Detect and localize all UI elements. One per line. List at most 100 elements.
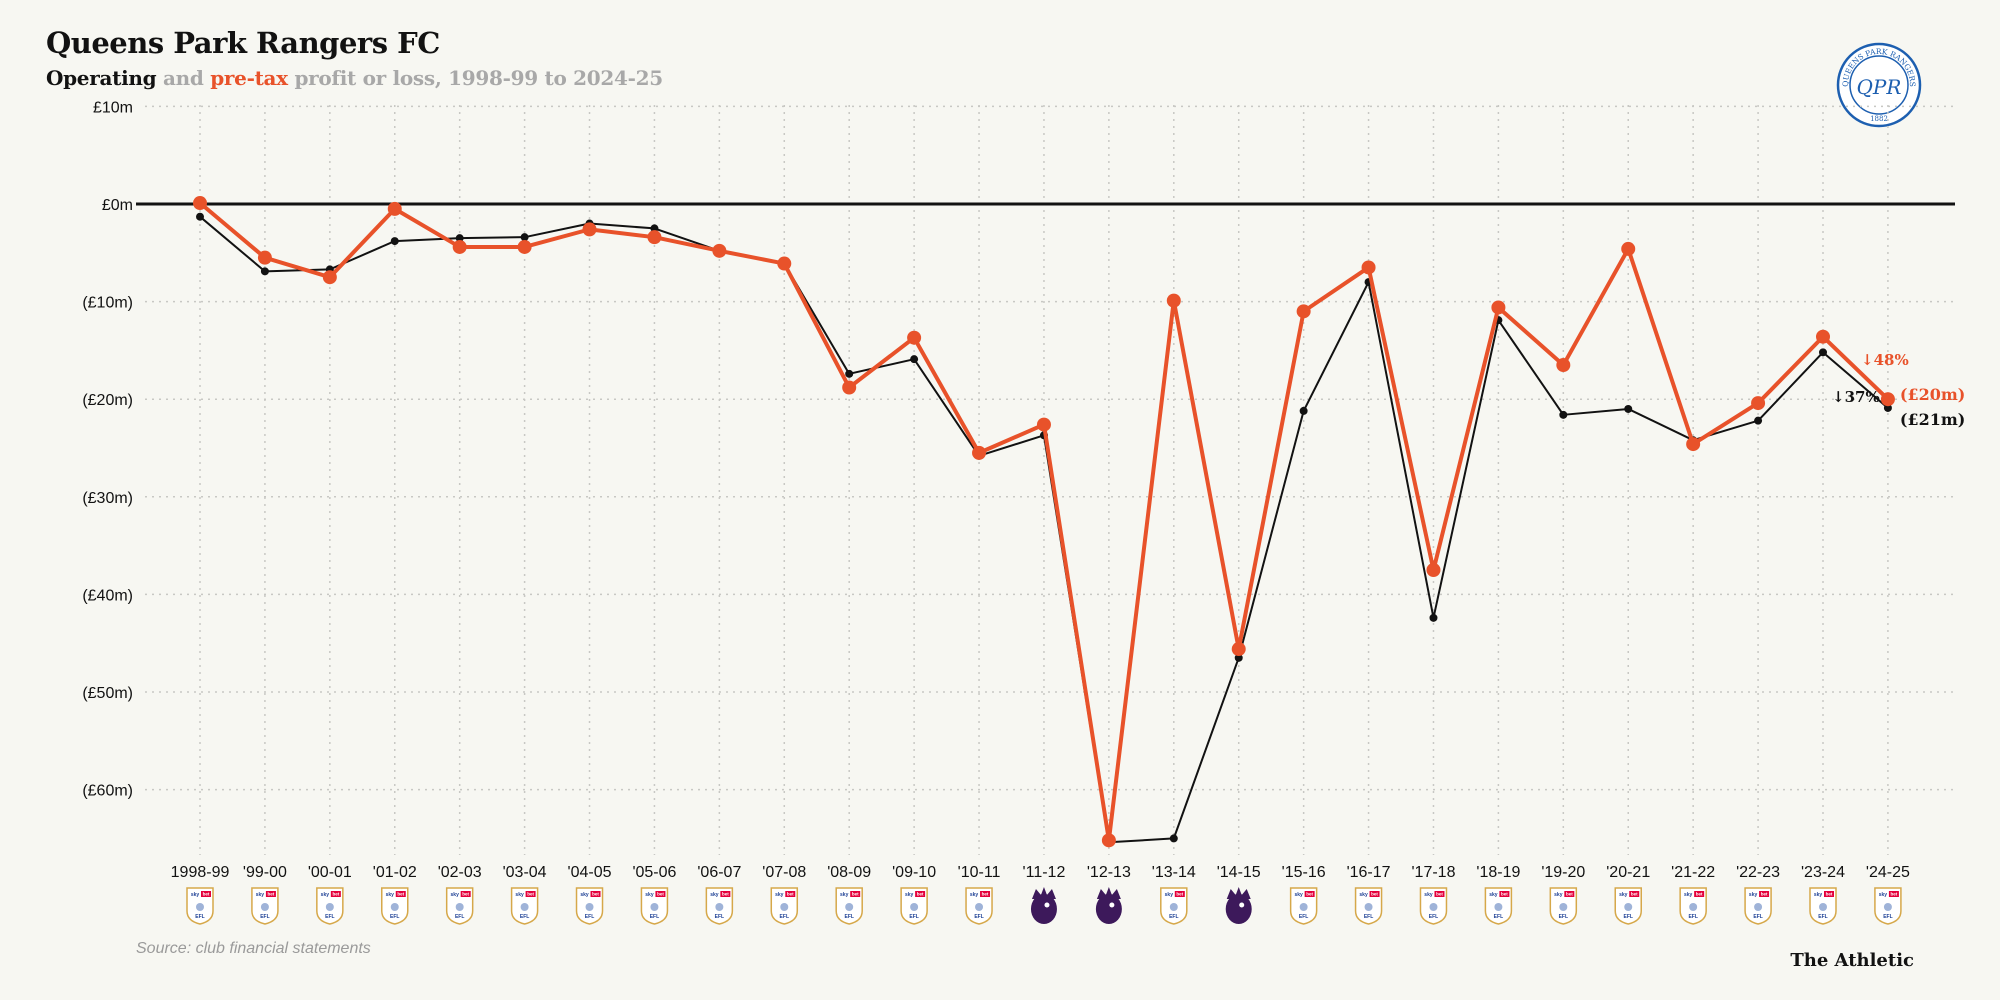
efl-text: EFL — [260, 914, 269, 920]
bet-text: bet — [852, 892, 859, 897]
sky-bet-red — [655, 891, 666, 897]
efl-text: EFL — [974, 914, 983, 920]
x-tick-label: '23-24 — [1801, 864, 1845, 881]
x-tick-label: '10-11 — [958, 864, 1001, 881]
x-tick-label: '13-14 — [1152, 864, 1196, 881]
x-tick-label: '11-12 — [1023, 864, 1066, 881]
x-tick-label: '01-02 — [373, 864, 417, 881]
pretax-point — [1556, 358, 1571, 373]
efl-championship-icon: sky bet EFL — [900, 887, 928, 925]
efl-championship-icon: sky bet EFL — [1614, 887, 1642, 925]
operating-point — [1234, 653, 1243, 662]
y-tick-label: £10m — [93, 99, 133, 116]
operating-point — [196, 212, 204, 221]
sky-bet-red — [1759, 891, 1770, 897]
efl-championship-icon: sky bet EFL — [1160, 887, 1188, 925]
efl-championship-icon: sky bet EFL — [575, 887, 604, 925]
efl-text: EFL — [780, 914, 789, 920]
pl-lion-head — [1225, 894, 1252, 924]
operating-point — [1559, 410, 1568, 419]
pretax-point — [1036, 417, 1051, 432]
logo-monogram: QPR — [1857, 75, 1902, 99]
sky-text: sky — [1359, 892, 1368, 898]
pretax-point — [1491, 300, 1506, 315]
x-tick-label: '05-06 — [632, 864, 676, 881]
sky-text: sky — [451, 892, 460, 898]
operating-point — [260, 267, 269, 276]
subtitle-and: and — [156, 66, 211, 90]
x-tick-label: '99-00 — [243, 864, 287, 881]
pretax-line — [198, 201, 1890, 843]
pretax-point — [1166, 293, 1181, 308]
x-tick-label: '16-17 — [1347, 864, 1391, 881]
efl-text: EFL — [1753, 914, 1762, 920]
bet-text: bet — [1306, 892, 1313, 897]
x-tick-label: '14-15 — [1217, 864, 1261, 881]
sky-text: sky — [1684, 892, 1693, 898]
pretax-point — [1231, 642, 1246, 657]
sky-text: sky — [191, 892, 200, 898]
efl-championship-icon: sky bet EFL — [640, 887, 669, 925]
sky-bet-red — [1694, 891, 1705, 897]
x-tick-label: '07-08 — [762, 864, 806, 881]
efl-championship-icon: sky bet EFL — [1354, 887, 1383, 925]
bet-text: bet — [1566, 892, 1573, 897]
efl-text: EFL — [1364, 914, 1373, 920]
x-tick-label: '04-05 — [568, 864, 612, 881]
operating-last-value: (£21m) — [1900, 410, 1965, 429]
sky-bet-red — [330, 891, 341, 897]
sky-bet-red — [915, 891, 926, 897]
efl-ball — [1494, 903, 1503, 911]
x-tick-label: '12-13 — [1087, 864, 1131, 881]
y-tick-label: (£20m) — [82, 392, 133, 409]
premier-league-icon — [1225, 887, 1252, 924]
premier-league-icon — [1030, 887, 1057, 924]
operating-point — [845, 369, 854, 378]
efl-ball — [715, 903, 724, 911]
x-tick-label: '17-18 — [1411, 864, 1455, 881]
efl-text: EFL — [325, 914, 334, 920]
x-tick-label: 1998-99 — [171, 864, 230, 881]
efl-text: EFL — [585, 914, 594, 920]
sky-text: sky — [580, 892, 589, 898]
x-tick-label: '20-21 — [1606, 864, 1650, 881]
efl-championship-icon: sky bet EFL — [316, 887, 344, 925]
pl-lion-head — [1030, 894, 1057, 924]
efl-text: EFL — [715, 914, 724, 920]
efl-ball — [910, 903, 919, 911]
efl-ball — [1299, 903, 1308, 911]
bet-text: bet — [527, 892, 534, 897]
bet-text: bet — [1696, 892, 1703, 897]
efl-championship-icon: sky bet EFL — [1679, 887, 1707, 925]
pretax-point — [517, 239, 532, 254]
efl-ball — [1429, 903, 1438, 911]
sky-bet-red — [1434, 891, 1445, 897]
y-tick-label: £0m — [102, 197, 133, 214]
bet-text: bet — [203, 892, 210, 897]
pretax-point — [452, 239, 467, 254]
sky-bet-red — [201, 891, 211, 897]
logo-year: 1882 — [1870, 115, 1888, 123]
efl-championship-icon: sky bet EFL — [445, 887, 474, 925]
pl-lion-eye — [1239, 902, 1245, 908]
bet-text: bet — [332, 892, 339, 897]
bet-text: bet — [397, 892, 404, 897]
efl-ball — [845, 903, 854, 911]
efl-ball — [585, 903, 594, 911]
sky-bet-red — [1304, 891, 1315, 897]
pretax-point — [1751, 396, 1766, 411]
efl-championship-icon: sky bet EFL — [381, 887, 409, 925]
pl-lion-head — [1095, 894, 1122, 924]
y-tick-label: (£40m) — [82, 587, 133, 604]
x-tick-label: '19-20 — [1541, 864, 1585, 881]
premier-league-icon — [1095, 887, 1122, 924]
sky-bet-red — [460, 891, 471, 897]
bet-text: bet — [462, 892, 469, 897]
operating-point — [1169, 834, 1178, 843]
pretax-point — [257, 250, 272, 265]
efl-text: EFL — [520, 914, 529, 920]
efl-text: EFL — [1624, 914, 1633, 920]
efl-text: EFL — [1494, 914, 1503, 920]
sky-bet-red — [785, 891, 796, 897]
pretax-point — [582, 222, 597, 237]
